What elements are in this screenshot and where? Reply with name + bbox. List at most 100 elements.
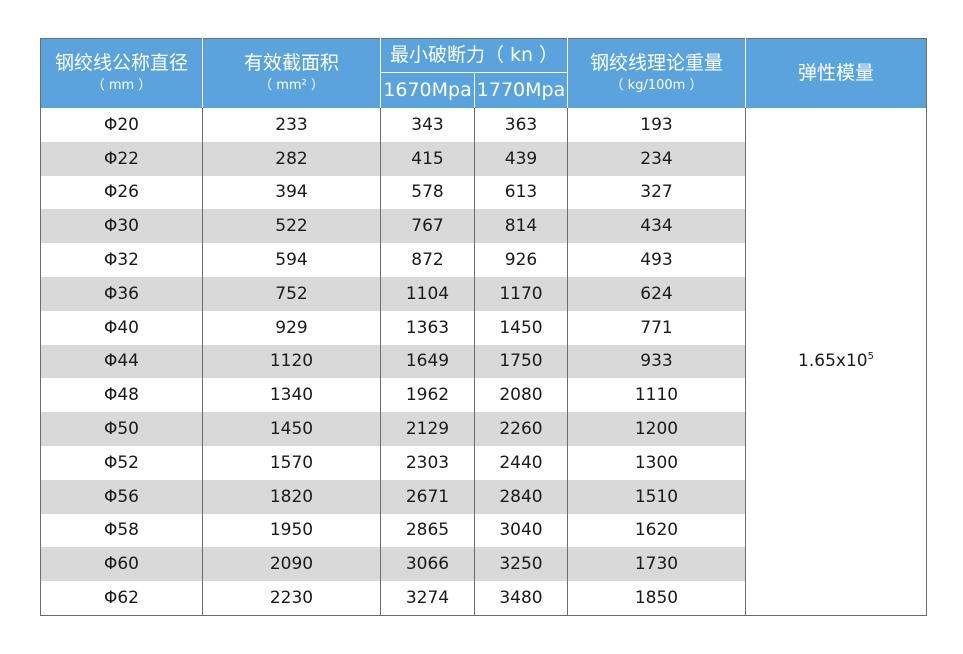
diameter-cell: Φ56: [40, 479, 203, 514]
table-row: Φ30 522 767 814 434: [40, 209, 927, 244]
header-row: 钢绞线公称直径 （ mm ） 有效截面积 （ mm² ） 最小破断力（ kn ）…: [40, 38, 927, 108]
table-row: Φ32 594 872 926 493: [40, 243, 927, 277]
strand-spec-table: 钢绞线公称直径 （ mm ） 有效截面积 （ mm² ） 最小破断力（ kn ）…: [40, 38, 927, 616]
table-row: Φ56 1820 2671 2840 1510: [40, 479, 927, 514]
weight-cell: 1620: [567, 513, 746, 548]
header-area: 有效截面积 （ mm² ）: [202, 38, 381, 108]
header-weight: 钢绞线理论重量 （ kg/100m ）: [567, 38, 746, 108]
table-row: Φ44 1120 1649 1750 933: [40, 344, 927, 379]
diameter-cell: Φ26: [40, 175, 203, 210]
force-1770-cell: 363: [474, 108, 568, 142]
force-1670-cell: 1962: [380, 378, 475, 413]
force-1670-cell: 343: [380, 108, 475, 142]
force-1670-cell: 872: [380, 243, 475, 277]
table-body: Φ20 233 343 363 193 1.65x105 Φ22 282 415 439 234 Φ2…: [40, 108, 927, 616]
area-cell: 2090: [202, 547, 381, 582]
header-diameter-label: 钢绞线公称直径: [54, 51, 188, 74]
diameter-cell: Φ20: [40, 108, 203, 142]
area-cell: 1340: [202, 378, 381, 413]
force-1770-cell: 3480: [474, 581, 568, 616]
force-1670-cell: 3066: [380, 547, 475, 582]
modulus-exponent: 5: [867, 351, 874, 363]
diameter-cell: Φ22: [40, 141, 203, 176]
area-cell: 929: [202, 310, 381, 345]
force-1670-cell: 3274: [380, 581, 475, 616]
table-row: Φ58 1950 2865 3040 1620: [40, 513, 927, 548]
force-1770-cell: 2840: [474, 479, 568, 514]
force-1770-cell: 3040: [474, 513, 568, 548]
weight-cell: 1200: [567, 412, 746, 446]
weight-cell: 1850: [567, 581, 746, 616]
force-1670-cell: 1649: [380, 344, 475, 379]
table-row: Φ40 929 1363 1450 771: [40, 310, 927, 345]
force-1670-cell: 578: [380, 175, 475, 210]
diameter-cell: Φ36: [40, 276, 203, 311]
diameter-cell: Φ50: [40, 412, 203, 446]
table-row: Φ50 1450 2129 2260 1200: [40, 412, 927, 446]
header-weight-label: 钢绞线理论重量: [589, 51, 723, 74]
header-modulus: 弹性模量: [745, 38, 927, 108]
table-row: Φ52 1570 2303 2440 1300: [40, 445, 927, 480]
diameter-cell: Φ52: [40, 445, 203, 480]
diameter-cell: Φ44: [40, 344, 203, 379]
area-cell: 1570: [202, 445, 381, 480]
weight-cell: 327: [567, 175, 746, 210]
header-area-unit: （ mm² ）: [259, 78, 324, 94]
force-1670-cell: 1363: [380, 310, 475, 345]
weight-cell: 234: [567, 141, 746, 176]
diameter-cell: Φ58: [40, 513, 203, 548]
header-weight-unit: （ kg/100m ）: [610, 78, 703, 94]
weight-cell: 1510: [567, 479, 746, 514]
force-1770-cell: 2260: [474, 412, 568, 446]
header-breaking-label: 最小破断力（ kn ）: [389, 43, 559, 66]
force-1770-cell: 3250: [474, 547, 568, 582]
table-row: Φ20 233 343 363 193 1.65x105: [40, 108, 927, 616]
weight-cell: 933: [567, 344, 746, 379]
table-row: Φ26 394 578 613 327: [40, 175, 927, 210]
force-1770-cell: 926: [474, 243, 568, 277]
force-1670-cell: 1104: [380, 276, 475, 311]
table-row: Φ62 2230 3274 3480 1850: [40, 581, 927, 616]
header-modulus-label: 弹性模量: [797, 61, 874, 84]
header-area-label: 有效截面积: [243, 51, 339, 74]
area-cell: 394: [202, 175, 381, 210]
area-cell: 1120: [202, 344, 381, 379]
diameter-cell: Φ60: [40, 547, 203, 582]
force-1770-cell: 1170: [474, 276, 568, 311]
header-grade-1670: 1670Mpa: [380, 72, 475, 108]
weight-cell: 193: [567, 108, 746, 142]
modulus-cell: 1.65x105: [745, 108, 927, 616]
diameter-cell: Φ62: [40, 581, 203, 616]
force-1770-cell: 814: [474, 209, 568, 244]
table-row: Φ36 752 1104 1170 624: [40, 276, 927, 311]
area-cell: 1450: [202, 412, 381, 446]
force-1670-cell: 415: [380, 141, 475, 176]
weight-cell: 624: [567, 276, 746, 311]
weight-cell: 1730: [567, 547, 746, 582]
area-cell: 1820: [202, 479, 381, 514]
table-row: Φ48 1340 1962 2080 1110: [40, 378, 927, 413]
area-cell: 594: [202, 243, 381, 277]
area-cell: 522: [202, 209, 381, 244]
force-1770-cell: 439: [474, 141, 568, 176]
force-1670-cell: 2129: [380, 412, 475, 446]
area-cell: 282: [202, 141, 381, 176]
force-1770-cell: 613: [474, 175, 568, 210]
area-cell: 752: [202, 276, 381, 311]
header-diameter-unit: （ mm ）: [91, 78, 152, 94]
modulus-value: 1.65x10: [798, 351, 868, 372]
header-breaking-force: 最小破断力（ kn ）: [380, 38, 568, 73]
table-row: Φ60 2090 3066 3250 1730: [40, 547, 927, 582]
header-grade-1770: 1770Mpa: [474, 72, 568, 108]
force-1770-cell: 2440: [474, 445, 568, 480]
force-1770-cell: 1750: [474, 344, 568, 379]
header-subrow: 1670Mpa 1770Mpa: [41, 72, 927, 108]
area-cell: 2230: [202, 581, 381, 616]
weight-cell: 771: [567, 310, 746, 345]
force-1670-cell: 767: [380, 209, 475, 244]
diameter-cell: Φ32: [40, 243, 203, 277]
force-1670-cell: 2865: [380, 513, 475, 548]
force-1770-cell: 1450: [474, 310, 568, 345]
force-1670-cell: 2671: [380, 479, 475, 514]
diameter-cell: Φ40: [40, 310, 203, 345]
